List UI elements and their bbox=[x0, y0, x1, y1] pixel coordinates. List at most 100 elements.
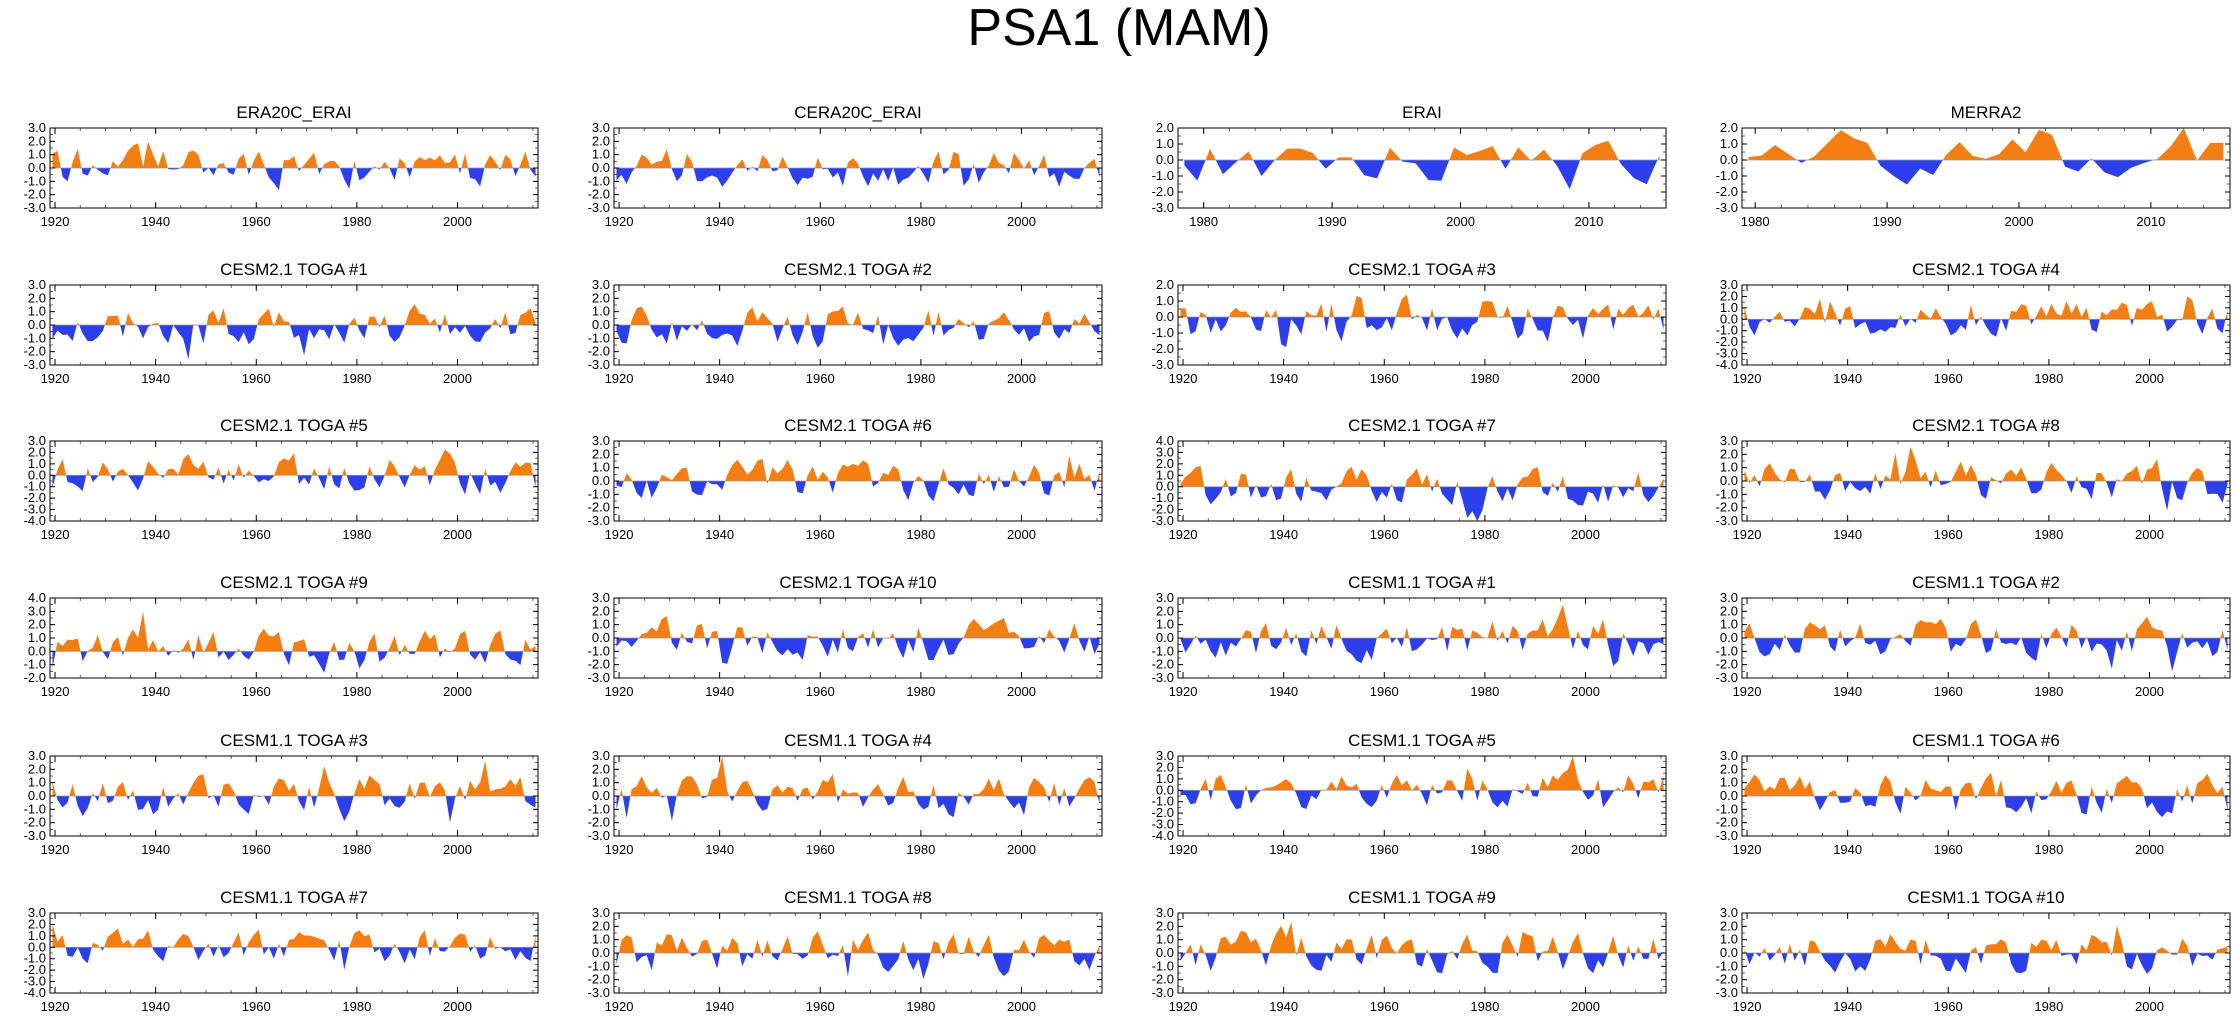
y-tick-label: 1.0 bbox=[1156, 932, 1174, 947]
y-tick-label: -1.0 bbox=[1152, 168, 1174, 183]
x-tick-label: 1940 bbox=[705, 842, 734, 857]
x-tick-label: 1960 bbox=[242, 371, 271, 386]
y-tick-label: 0.0 bbox=[1720, 311, 1738, 326]
y-tick-label: 1.0 bbox=[1720, 300, 1738, 315]
x-tick-label: 1920 bbox=[1733, 371, 1762, 386]
x-tick-label: 2000 bbox=[1446, 214, 1475, 229]
panel-title: CESM1.1 TOGA #1 bbox=[1348, 573, 1496, 592]
y-tick-label: 1.0 bbox=[1156, 771, 1174, 786]
y-tick-label: -1.0 bbox=[1716, 168, 1738, 183]
y-tick-label: 1.0 bbox=[592, 617, 610, 632]
y-tick-label: -2.0 bbox=[1716, 815, 1738, 830]
positive-area bbox=[1184, 140, 1660, 160]
x-tick-label: 1940 bbox=[705, 684, 734, 699]
panel-title: CESM2.1 TOGA #10 bbox=[779, 573, 936, 592]
x-tick-label: 1960 bbox=[806, 999, 835, 1014]
panel-frame bbox=[49, 912, 539, 994]
x-tick-label: 1940 bbox=[1269, 842, 1298, 857]
x-tick-label: 1940 bbox=[1833, 842, 1862, 857]
y-tick-label: 1.0 bbox=[592, 147, 610, 162]
y-tick-label: -3.0 bbox=[1152, 670, 1174, 685]
x-tick-label: 1980 bbox=[906, 684, 935, 699]
y-tick-label: -1.0 bbox=[1152, 643, 1174, 658]
y-tick-label: -4.0 bbox=[24, 985, 46, 1000]
y-tick-label: 1.0 bbox=[28, 928, 46, 943]
panel-title: CESM1.1 TOGA #3 bbox=[220, 731, 368, 750]
y-tick-label: 2.0 bbox=[1720, 120, 1738, 135]
panel-7: CESM2.1 TOGA #3 2.01.00.0-1.0-2.0-3.01920… bbox=[1152, 260, 1667, 386]
y-tick-label: -1.0 bbox=[588, 173, 610, 188]
x-tick-label: 1940 bbox=[705, 214, 734, 229]
x-tick-label: 1980 bbox=[1470, 999, 1499, 1014]
x-tick-label: 2000 bbox=[443, 684, 472, 699]
x-tick-label: 1920 bbox=[1733, 842, 1762, 857]
negative-area bbox=[1744, 796, 2228, 818]
y-tick-label: 0.0 bbox=[1156, 945, 1174, 960]
y-tick-label: 2.0 bbox=[592, 290, 610, 305]
negative-area bbox=[616, 481, 1100, 502]
panel-13: CESM2.1 TOGA #94.03.02.01.00.0-1.0-2.019… bbox=[24, 573, 539, 699]
x-tick-label: 1960 bbox=[806, 684, 835, 699]
y-tick-label: 2.0 bbox=[592, 918, 610, 933]
y-tick-label: -3.0 bbox=[588, 828, 610, 843]
y-tick-label: 0.0 bbox=[1720, 945, 1738, 960]
y-tick-label: 0.0 bbox=[1720, 630, 1738, 645]
x-tick-label: 1960 bbox=[242, 999, 271, 1014]
panel-title: CESM2.1 TOGA #2 bbox=[784, 260, 932, 279]
x-tick-label: 1920 bbox=[1733, 684, 1762, 699]
x-tick-label: 1940 bbox=[141, 684, 170, 699]
panel-5: CESM2.1 TOGA #13.02.01.00.0-1.0-2.0-3.01… bbox=[24, 260, 539, 386]
x-tick-label: 1920 bbox=[1169, 371, 1198, 386]
y-tick-label: -3.0 bbox=[24, 200, 46, 215]
y-tick-label: 1.0 bbox=[592, 304, 610, 319]
y-tick-label: -2.0 bbox=[1716, 500, 1738, 515]
y-tick-label: 1.0 bbox=[28, 147, 46, 162]
x-tick-label: 1920 bbox=[41, 527, 70, 542]
y-tick-label: -1.0 bbox=[1152, 958, 1174, 973]
x-tick-label: 2000 bbox=[2135, 371, 2164, 386]
y-tick-label: 3.0 bbox=[592, 433, 610, 448]
panel-6: CESM2.1 TOGA #23.02.01.00.0-1.0-2.0-3.01… bbox=[588, 260, 1103, 386]
y-tick-label: -3.0 bbox=[1152, 817, 1174, 832]
x-tick-label: 1960 bbox=[806, 371, 835, 386]
y-tick-label: -3.0 bbox=[1152, 357, 1174, 372]
y-tick-label: -3.0 bbox=[1716, 346, 1738, 361]
panel-23: CESM1.1 TOGA #93.02.01.00.0-1.0-2.0-3.01… bbox=[1152, 888, 1667, 1014]
positive-area bbox=[1744, 772, 2228, 796]
y-tick-label: 3.0 bbox=[592, 748, 610, 763]
y-tick-label: 1.0 bbox=[592, 460, 610, 475]
panel-frame bbox=[1177, 284, 1667, 366]
panel-title: CESM1.1 TOGA #5 bbox=[1348, 731, 1496, 750]
x-tick-label: 1980 bbox=[2034, 842, 2063, 857]
panel-title: CESM1.1 TOGA #4 bbox=[784, 731, 932, 750]
panel-24: CESM1.1 TOGA #10 3.02.01.00.0-1.0-2.0-3.0… bbox=[1716, 888, 2231, 1014]
y-tick-label: 2.0 bbox=[28, 444, 46, 459]
y-tick-label: 3.0 bbox=[28, 433, 46, 448]
x-tick-label: 1980 bbox=[1470, 371, 1499, 386]
y-tick-label: -1.0 bbox=[24, 173, 46, 188]
y-tick-label: -3.0 bbox=[1716, 828, 1738, 843]
panel-19: CESM1.1 TOGA #5 3.02.01.00.0-1.0-2.0-3.0-… bbox=[1152, 731, 1667, 857]
x-tick-label: 1960 bbox=[1934, 842, 1963, 857]
x-tick-label: 1980 bbox=[342, 527, 371, 542]
x-tick-label: 1920 bbox=[41, 842, 70, 857]
y-tick-label: 0.0 bbox=[28, 160, 46, 175]
x-tick-label: 1920 bbox=[41, 371, 70, 386]
y-tick-label: -1.0 bbox=[1152, 490, 1174, 505]
y-tick-label: 2.0 bbox=[592, 446, 610, 461]
x-tick-label: 2000 bbox=[2135, 527, 2164, 542]
negative-area bbox=[616, 325, 1100, 348]
y-tick-label: -1.0 bbox=[1716, 801, 1738, 816]
x-tick-label: 1920 bbox=[605, 999, 634, 1014]
x-tick-label: 1980 bbox=[1189, 214, 1218, 229]
negative-area bbox=[616, 638, 1100, 664]
y-tick-label: -3.0 bbox=[1716, 985, 1738, 1000]
negative-area bbox=[616, 953, 1100, 980]
x-tick-label: 1940 bbox=[1269, 527, 1298, 542]
y-tick-label: 2.0 bbox=[1156, 603, 1174, 618]
x-tick-label: 2010 bbox=[2136, 214, 2165, 229]
panel-21: CESM1.1 TOGA #7 3.02.01.00.0-1.0-2.0-3.0-… bbox=[24, 888, 539, 1014]
panel-17: CESM1.1 TOGA #33.02.01.00.0-1.0-2.0-3.01… bbox=[24, 731, 539, 857]
panel-10: CESM2.1 TOGA #63.02.01.00.0-1.0-2.0-3.01… bbox=[588, 416, 1103, 542]
